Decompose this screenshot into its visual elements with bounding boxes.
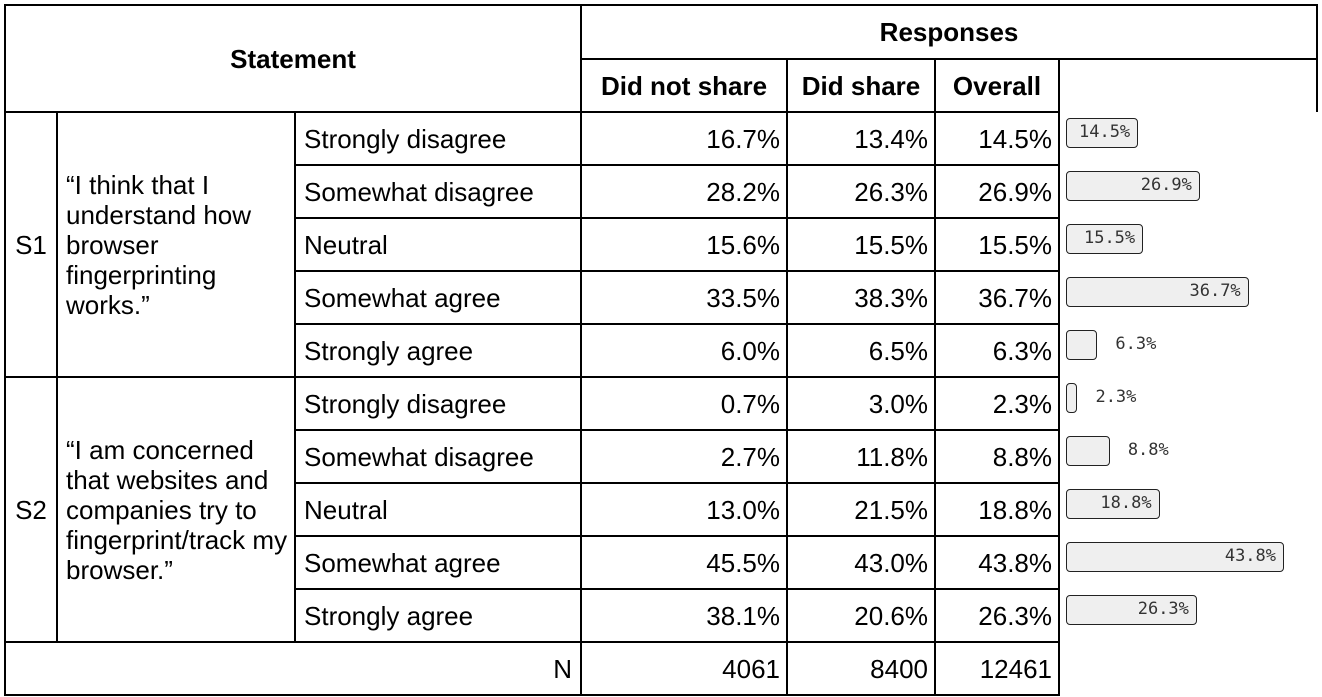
overall-value: 6.3% — [934, 323, 1061, 378]
overall-bar-label: 26.3% — [1137, 599, 1189, 619]
bar-cell-empty — [1058, 642, 1318, 695]
table-row: Somewhat agree 33.5% 38.3% 36.7% 36.7% — [5, 270, 1318, 325]
overall-bar — [1066, 330, 1098, 360]
overall-bar-label: 43.8% — [1224, 546, 1277, 566]
bar-cell: 43.8% — [1058, 536, 1318, 589]
response-option: Somewhat agree — [293, 535, 583, 590]
overall-bar-label: 14.5% — [1078, 122, 1131, 142]
totals-label: N — [3, 641, 583, 696]
statement-header: Statement — [3, 4, 583, 113]
did-share-value: 38.3% — [786, 270, 937, 325]
overall-bar-label: 15.5% — [1083, 228, 1136, 248]
overall-value: 2.3% — [934, 376, 1061, 431]
overall-value: 36.7% — [934, 270, 1061, 325]
did-not-share-value: 15.6% — [580, 217, 789, 272]
overall-bar-label: 8.8% — [1127, 440, 1169, 460]
bar-cell: 2.3% — [1058, 377, 1318, 430]
table-row: Neutral 15.6% 15.5% 15.5% 15.5% — [5, 217, 1318, 272]
statement-text: “I am concerned that websites and compan… — [56, 376, 296, 643]
table-row: Strongly agree 38.1% 20.6% 26.3% 26.3% — [5, 588, 1318, 643]
overall-bar-label: 6.3% — [1115, 334, 1157, 354]
bar-cell: 18.8% — [1058, 483, 1318, 536]
bar-cell: 26.9% — [1058, 165, 1318, 218]
did-share-total: 8400 — [786, 641, 937, 696]
bar-cell: 36.7% — [1058, 271, 1318, 324]
bar-cell: 15.5% — [1058, 218, 1318, 271]
overall-bar — [1066, 224, 1144, 254]
did-share-header: Did share — [786, 58, 937, 113]
overall-bar — [1066, 277, 1249, 307]
did-share-value: 3.0% — [786, 376, 937, 431]
response-option: Somewhat disagree — [293, 429, 583, 484]
overall-value: 8.8% — [934, 429, 1061, 484]
response-option: Somewhat disagree — [293, 164, 583, 219]
did-share-value: 13.4% — [786, 111, 937, 166]
did-share-value: 15.5% — [786, 217, 937, 272]
did-not-share-total: 4061 — [580, 641, 789, 696]
overall-bar — [1066, 542, 1285, 572]
responses-header: Responses — [580, 4, 1319, 60]
did-not-share-value: 38.1% — [580, 588, 789, 643]
bar-cell: 8.8% — [1058, 430, 1318, 483]
did-not-share-value: 45.5% — [580, 535, 789, 590]
statement-id: S2 — [4, 376, 58, 643]
did-not-share-value: 2.7% — [580, 429, 789, 484]
bar-header-cell — [1058, 58, 1319, 112]
did-not-share-value: 13.0% — [580, 482, 789, 537]
overall-bar — [1066, 436, 1110, 466]
table-row: Somewhat agree 45.5% 43.0% 43.8% 43.8% — [5, 535, 1318, 590]
did-not-share-value: 28.2% — [580, 164, 789, 219]
did-share-value: 20.6% — [786, 588, 937, 643]
overall-bar-label: 36.7% — [1189, 281, 1241, 301]
table-row: S2 “I am concerned that websites and comp… — [4, 376, 1318, 643]
response-option: Strongly disagree — [293, 111, 583, 166]
overall-bar — [1066, 171, 1200, 201]
survey-table: Statement Responses Did not share Did sh… — [3, 4, 1319, 696]
response-option: Somewhat agree — [293, 270, 583, 325]
table-row: Somewhat disagree 2.7% 11.8% 8.8% 8.8% — [5, 429, 1318, 484]
totals-row: N 4061 8400 12461 — [3, 641, 1318, 696]
response-option: Strongly agree — [293, 588, 583, 643]
did-not-share-value: 0.7% — [580, 376, 789, 431]
overall-value: 26.3% — [934, 588, 1061, 643]
overall-bar-label: 18.8% — [1100, 493, 1152, 513]
did-share-value: 11.8% — [786, 429, 937, 484]
statement-id: S1 — [4, 111, 58, 378]
did-not-share-header: Did not share — [580, 58, 789, 113]
table-row: S1 “I think that I understand how browser… — [4, 111, 1318, 378]
overall-bar-label: 26.9% — [1140, 175, 1192, 195]
overall-value: 43.8% — [934, 535, 1061, 590]
did-share-value: 6.5% — [786, 323, 937, 378]
overall-bar-label: 2.3% — [1095, 387, 1137, 407]
bar-cell: 6.3% — [1058, 324, 1318, 377]
bar-cell: 14.5% — [1058, 112, 1318, 165]
did-share-value: 21.5% — [786, 482, 937, 537]
response-option: Neutral — [293, 217, 583, 272]
overall-bar — [1066, 118, 1139, 148]
overall-bar — [1066, 383, 1078, 413]
did-not-share-value: 6.0% — [580, 323, 789, 378]
overall-value: 14.5% — [934, 111, 1061, 166]
overall-total: 12461 — [934, 641, 1061, 696]
statement-text: “I think that I understand how browser f… — [56, 111, 296, 378]
did-not-share-value: 16.7% — [580, 111, 789, 166]
overall-value: 26.9% — [934, 164, 1061, 219]
overall-value: 15.5% — [934, 217, 1061, 272]
table-row: Neutral 13.0% 21.5% 18.8% 18.8% — [5, 482, 1318, 537]
response-option: Neutral — [293, 482, 583, 537]
overall-bar — [1066, 595, 1197, 625]
overall-bar — [1066, 489, 1160, 519]
bar-cell: 26.3% — [1058, 589, 1318, 642]
did-share-value: 26.3% — [786, 164, 937, 219]
table-row: Somewhat disagree 28.2% 26.3% 26.9% 26.9% — [5, 164, 1318, 219]
did-share-value: 43.0% — [786, 535, 937, 590]
overall-value: 18.8% — [934, 482, 1061, 537]
overall-header: Overall — [934, 58, 1061, 113]
table-row: Strongly agree 6.0% 6.5% 6.3% 6.3% — [5, 323, 1318, 378]
response-option: Strongly agree — [293, 323, 583, 378]
did-not-share-value: 33.5% — [580, 270, 789, 325]
response-option: Strongly disagree — [293, 376, 583, 431]
